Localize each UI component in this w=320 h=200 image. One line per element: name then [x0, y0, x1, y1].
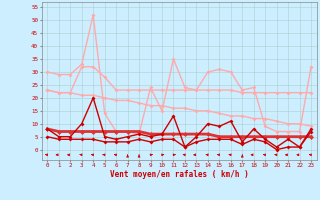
X-axis label: Vent moyen/en rafales ( km/h ): Vent moyen/en rafales ( km/h )	[110, 170, 249, 179]
